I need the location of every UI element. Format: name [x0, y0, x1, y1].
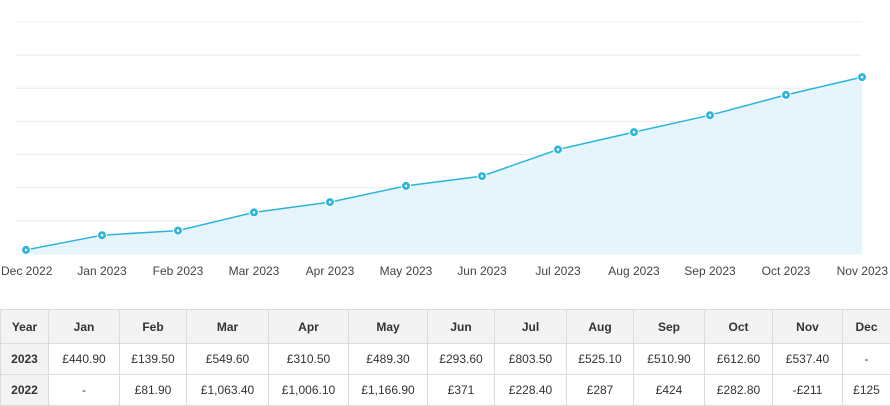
table-cell: £525.10: [567, 344, 634, 375]
series-area: [26, 77, 862, 254]
data-point-center: [709, 114, 712, 117]
x-tick-label: Mar 2023: [229, 264, 280, 278]
col-header-apr: Apr: [269, 310, 349, 344]
data-point-center: [405, 185, 408, 188]
table-cell: -£211: [773, 375, 843, 406]
col-header-dec: Dec: [843, 310, 890, 344]
col-header-aug: Aug: [567, 310, 634, 344]
table-cell: £287: [567, 375, 634, 406]
table-cell: £125: [843, 375, 890, 406]
table-cell: £1,006.10: [269, 375, 349, 406]
monthly-table-container: Year Jan Feb Mar Apr May Jun Jul Aug Sep…: [0, 309, 890, 406]
table-cell: £310.50: [269, 344, 349, 375]
table-cell: £549.60: [187, 344, 269, 375]
cumulative-chart: Dec 2022 Jan 2023 Feb 2023 Mar 2023 Apr 2023…: [0, 0, 890, 290]
col-header-year: Year: [1, 310, 49, 344]
col-header-jul: Jul: [495, 310, 567, 344]
table-row: 2023 £440.90 £139.50 £549.60 £310.50 £48…: [1, 344, 890, 375]
table-cell: £1,063.40: [187, 375, 269, 406]
x-tick-label: Oct 2023: [762, 264, 811, 278]
table-cell: £371: [428, 375, 495, 406]
x-tick-label: Aug 2023: [608, 264, 660, 278]
table-cell: £440.90: [49, 344, 120, 375]
table-cell: £228.40: [495, 375, 567, 406]
table-cell: £424: [634, 375, 705, 406]
x-tick-label: Nov 2023: [837, 264, 889, 278]
x-tick-label: Jun 2023: [457, 264, 507, 278]
data-point-center: [177, 229, 180, 232]
x-tick-label: May 2023: [380, 264, 433, 278]
row-year-cell: 2022: [1, 375, 49, 406]
data-point-center: [557, 148, 560, 151]
data-point-center: [329, 201, 332, 204]
x-tick-label: Jul 2023: [535, 264, 581, 278]
data-point-center: [101, 234, 104, 237]
table-header-row: Year Jan Feb Mar Apr May Jun Jul Aug Sep…: [1, 310, 890, 344]
col-header-nov: Nov: [773, 310, 843, 344]
x-tick-label: Feb 2023: [153, 264, 204, 278]
table-cell: £612.60: [705, 344, 773, 375]
table-cell: £510.90: [634, 344, 705, 375]
data-point-center: [253, 211, 256, 214]
col-header-mar: Mar: [187, 310, 269, 344]
data-point-center: [633, 131, 636, 134]
table-cell: £282.80: [705, 375, 773, 406]
table-cell: £293.60: [428, 344, 495, 375]
x-tick-label: Sep 2023: [684, 264, 736, 278]
table-cell: £537.40: [773, 344, 843, 375]
col-header-jan: Jan: [49, 310, 120, 344]
col-header-sep: Sep: [634, 310, 705, 344]
data-point-center: [785, 94, 788, 97]
data-point-center: [25, 249, 28, 252]
data-point-center: [861, 76, 864, 79]
x-tick-label: Apr 2023: [306, 264, 355, 278]
chart-svg: Dec 2022 Jan 2023 Feb 2023 Mar 2023 Apr 2023…: [0, 0, 890, 290]
x-tick-label: Jan 2023: [77, 264, 127, 278]
table-cell: £803.50: [495, 344, 567, 375]
table-cell: £139.50: [120, 344, 187, 375]
table-cell: -: [843, 344, 890, 375]
row-year-cell: 2023: [1, 344, 49, 375]
col-header-jun: Jun: [428, 310, 495, 344]
monthly-table: Year Jan Feb Mar Apr May Jun Jul Aug Sep…: [0, 309, 890, 406]
col-header-feb: Feb: [120, 310, 187, 344]
table-cell: £489.30: [349, 344, 428, 375]
col-header-may: May: [349, 310, 428, 344]
table-row: 2022 - £81.90 £1,063.40 £1,006.10 £1,166…: [1, 375, 890, 406]
table-cell: -: [49, 375, 120, 406]
data-point-center: [481, 175, 484, 178]
table-cell: £81.90: [120, 375, 187, 406]
x-tick-label: Dec 2022: [1, 264, 53, 278]
table-cell: £1,166.90: [349, 375, 428, 406]
col-header-oct: Oct: [705, 310, 773, 344]
